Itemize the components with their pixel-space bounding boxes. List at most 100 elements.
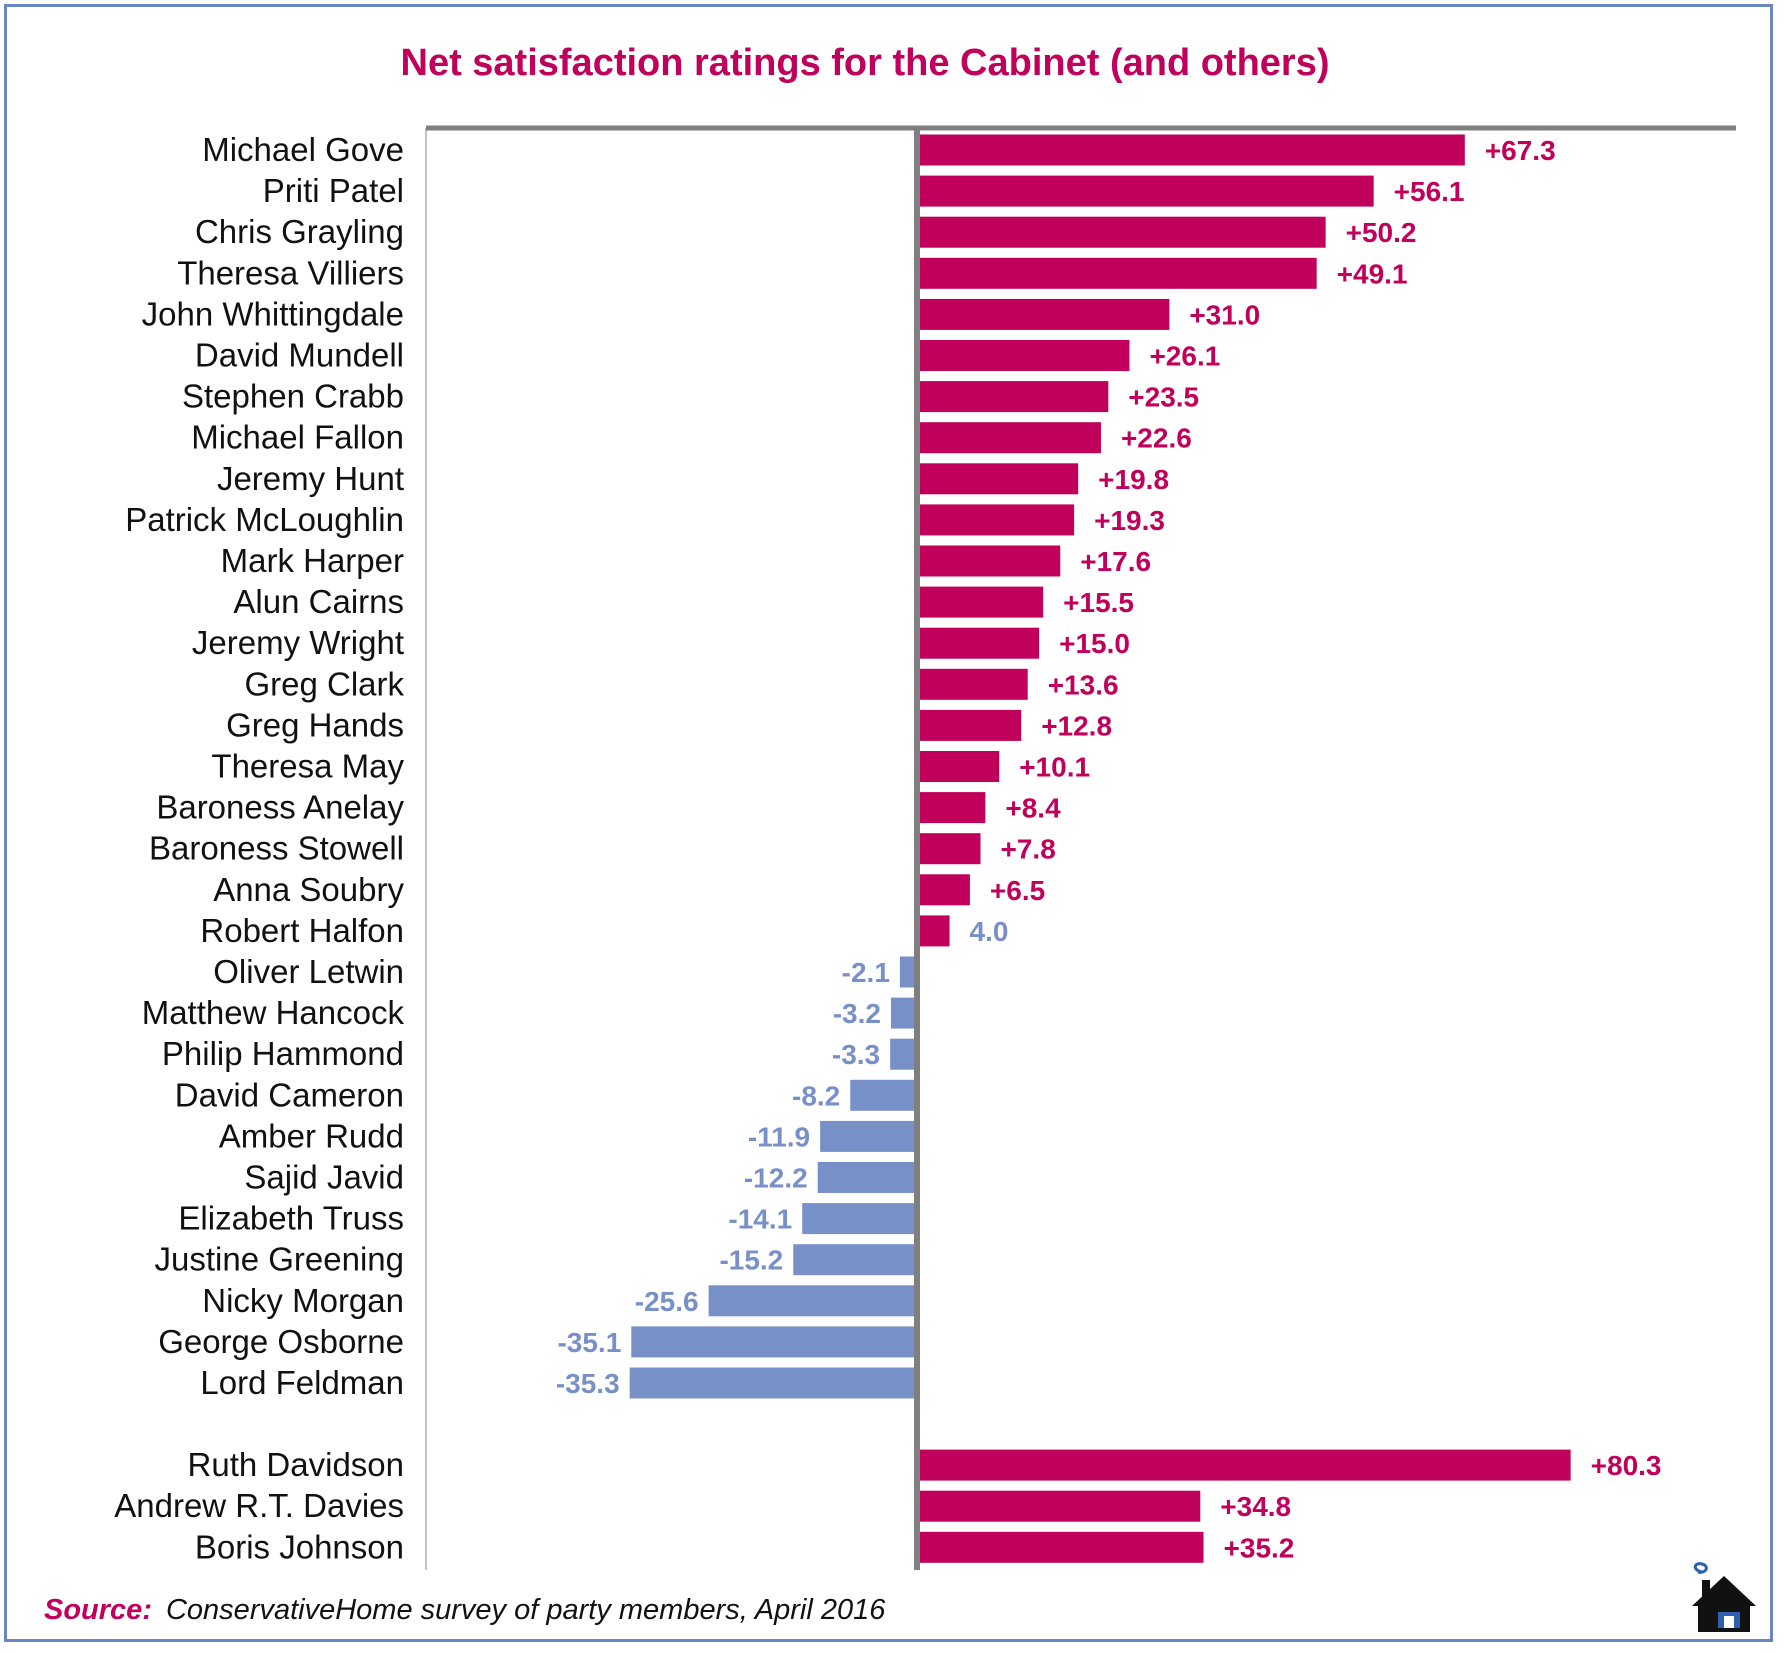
category-label: Stephen Crabb — [182, 378, 404, 415]
data-label: -35.3 — [556, 1368, 620, 1399]
plot-area: Michael Gove +67.3 Priti Patel +56.1 Chris G… — [114, 125, 1736, 1570]
bar-negative — [850, 1079, 917, 1111]
category-label: Justine Greening — [155, 1241, 404, 1278]
data-label: +7.8 — [1000, 834, 1055, 865]
data-label: -15.2 — [719, 1245, 783, 1276]
bar-positive — [917, 833, 981, 865]
bar-positive — [917, 340, 1130, 371]
category-label: Alun Cairns — [233, 583, 404, 620]
bar-negative — [890, 997, 917, 1029]
source-note: Source: ConservativeHome survey of party … — [44, 1594, 885, 1627]
category-label: Baroness Anelay — [156, 789, 404, 826]
category-label: Nicky Morgan — [202, 1282, 404, 1319]
bar-positive — [917, 463, 1079, 495]
category-label: Andrew R.T. Davies — [114, 1487, 404, 1524]
bar-positive — [917, 175, 1374, 207]
bar-positive — [917, 792, 986, 824]
bar-negative — [793, 1244, 917, 1276]
bar-negative — [802, 1203, 917, 1235]
bar-positive — [917, 1531, 1204, 1563]
category-label: Baroness Stowell — [149, 830, 404, 867]
bar-positive — [917, 257, 1317, 289]
data-label: -3.3 — [832, 1039, 880, 1070]
bar-positive — [917, 298, 1170, 330]
bar-positive — [917, 915, 950, 947]
data-label: +19.3 — [1094, 505, 1165, 536]
data-label: +15.5 — [1063, 587, 1134, 618]
category-label: Michael Fallon — [191, 419, 404, 456]
data-label: -14.1 — [728, 1204, 792, 1235]
category-label: Mark Harper — [221, 542, 404, 579]
bar-positive — [917, 381, 1109, 413]
bar-positive — [917, 874, 970, 906]
bar-negative — [629, 1367, 917, 1399]
data-label: +13.6 — [1048, 669, 1119, 700]
category-label: Patrick McLoughlin — [125, 501, 404, 538]
data-label: +22.6 — [1121, 423, 1192, 454]
category-label: Jeremy Hunt — [217, 460, 404, 497]
bar-positive — [917, 709, 1022, 741]
category-label: Amber Rudd — [219, 1117, 404, 1154]
data-label: 4.0 — [970, 916, 1009, 947]
data-label: -3.2 — [833, 998, 881, 1029]
data-label: +49.1 — [1337, 258, 1408, 289]
category-label: Jeremy Wright — [192, 624, 404, 661]
bar-negative — [890, 1038, 917, 1070]
bar-positive — [917, 668, 1028, 700]
bar-positive — [917, 134, 1465, 166]
category-label: David Mundell — [195, 337, 404, 374]
bar-negative — [708, 1285, 917, 1317]
data-label: -12.2 — [744, 1163, 808, 1194]
data-label: +31.0 — [1189, 299, 1260, 330]
category-label: Greg Hands — [226, 706, 404, 743]
bar-positive — [917, 627, 1040, 659]
bar-positive — [917, 216, 1326, 248]
category-label: Greg Clark — [244, 665, 404, 702]
data-label: +23.5 — [1128, 382, 1199, 413]
bar-negative — [820, 1120, 917, 1152]
bar-positive — [917, 586, 1044, 618]
bar-positive — [917, 504, 1075, 536]
data-label: +80.3 — [1591, 1450, 1662, 1481]
bar-positive — [917, 545, 1061, 577]
data-label: -8.2 — [792, 1080, 840, 1111]
category-label: Chris Grayling — [195, 213, 404, 250]
category-label: Philip Hammond — [162, 1035, 404, 1072]
data-label: +67.3 — [1485, 135, 1556, 166]
data-label: -35.1 — [557, 1327, 621, 1358]
data-label: +34.8 — [1220, 1491, 1291, 1522]
category-label: Oliver Letwin — [213, 953, 404, 990]
category-label: David Cameron — [175, 1076, 404, 1113]
category-label: Priti Patel — [263, 172, 404, 209]
category-label: Anna Soubry — [213, 871, 404, 908]
data-label: +26.1 — [1149, 341, 1220, 372]
source-text: ConservativeHome survey of party members… — [165, 1594, 886, 1626]
bar-negative — [817, 1162, 917, 1193]
bar-positive — [917, 1490, 1201, 1522]
bar-negative — [631, 1326, 917, 1358]
category-label: Sajid Javid — [244, 1159, 404, 1196]
data-label: +15.0 — [1059, 628, 1130, 659]
chart-title: Net satisfaction ratings for the Cabinet… — [401, 42, 1330, 84]
source-label: Source: — [44, 1594, 152, 1626]
data-label: +56.1 — [1394, 176, 1465, 207]
bar-negative — [899, 956, 917, 988]
bar-positive — [917, 1449, 1571, 1481]
data-label: -25.6 — [635, 1286, 699, 1317]
category-label: Lord Feldman — [200, 1364, 404, 1401]
data-label: +35.2 — [1224, 1532, 1295, 1563]
data-label: +19.8 — [1098, 464, 1169, 495]
category-label: George Osborne — [158, 1323, 404, 1360]
category-label: Theresa Villiers — [177, 254, 404, 291]
data-label: +17.6 — [1080, 546, 1151, 577]
category-label: Boris Johnson — [195, 1528, 404, 1565]
data-label: -11.9 — [748, 1121, 810, 1152]
category-label: Elizabeth Truss — [178, 1200, 404, 1237]
data-label: +50.2 — [1346, 217, 1417, 248]
data-label: -2.1 — [842, 957, 890, 988]
category-label: Matthew Hancock — [142, 994, 405, 1031]
bar-positive — [917, 751, 1000, 782]
data-label: +12.8 — [1041, 710, 1112, 741]
category-label: John Whittingdale — [142, 295, 404, 332]
